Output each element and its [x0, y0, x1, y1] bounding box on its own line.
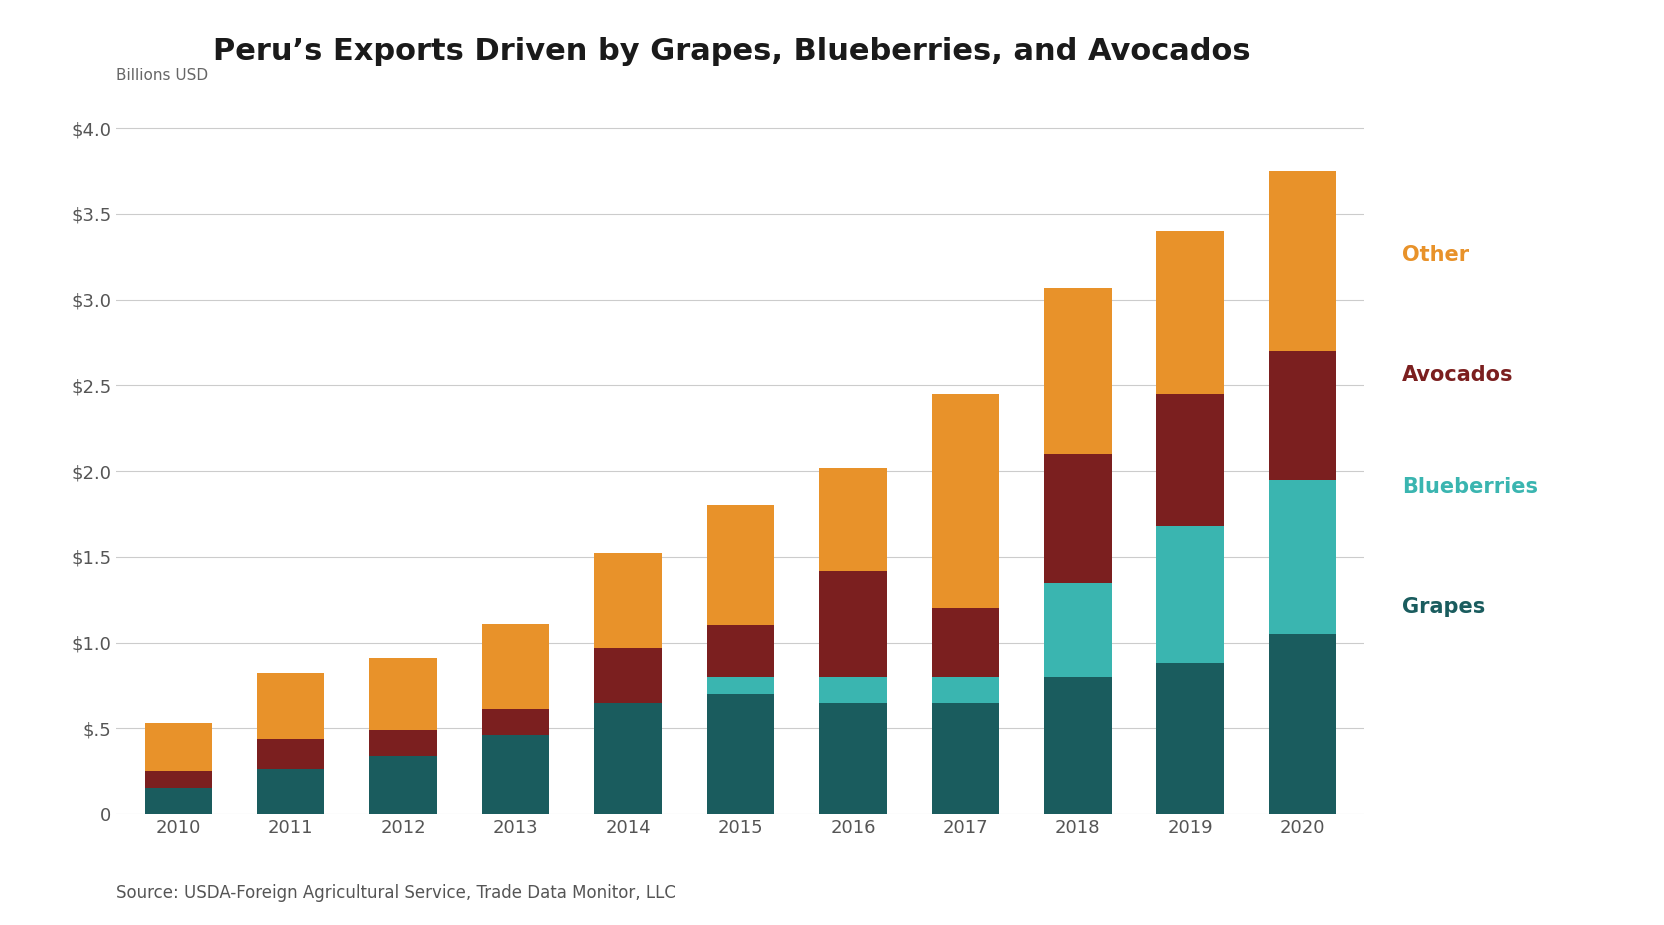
Text: Grapes: Grapes — [1403, 597, 1486, 617]
Bar — [819, 703, 887, 814]
Bar — [1270, 480, 1336, 634]
Bar — [1270, 352, 1336, 480]
Text: Billions USD: Billions USD — [116, 68, 208, 83]
Bar — [1156, 231, 1225, 394]
Bar — [483, 623, 549, 709]
Bar — [1043, 288, 1112, 454]
Bar — [819, 571, 887, 677]
Text: Other: Other — [1403, 245, 1469, 265]
Text: Blueberries: Blueberries — [1403, 477, 1538, 497]
Bar — [707, 625, 774, 677]
Bar — [932, 394, 998, 609]
Bar — [707, 694, 774, 814]
Bar — [1156, 663, 1225, 814]
Bar — [256, 738, 324, 770]
Bar — [256, 673, 324, 738]
Bar — [369, 658, 438, 730]
Text: Peru’s Exports Driven by Grapes, Blueberries, and Avocados: Peru’s Exports Driven by Grapes, Blueber… — [213, 37, 1251, 66]
Bar — [707, 677, 774, 694]
Bar — [483, 709, 549, 735]
Bar — [1043, 677, 1112, 814]
Bar — [819, 677, 887, 703]
Text: Avocados: Avocados — [1403, 364, 1514, 385]
Bar — [1270, 634, 1336, 814]
Bar — [1156, 394, 1225, 526]
Bar — [1043, 583, 1112, 677]
Bar — [594, 648, 662, 703]
Bar — [369, 730, 438, 756]
Bar — [707, 505, 774, 625]
Bar — [932, 677, 998, 703]
Bar — [145, 771, 211, 788]
Bar — [819, 468, 887, 571]
Bar — [1270, 171, 1336, 352]
Bar — [256, 770, 324, 814]
Bar — [594, 553, 662, 648]
Bar — [1156, 526, 1225, 663]
Bar — [932, 703, 998, 814]
Bar — [145, 723, 211, 771]
Bar — [145, 788, 211, 814]
Bar — [594, 703, 662, 814]
Bar — [1043, 454, 1112, 583]
Bar — [369, 756, 438, 814]
Text: Source: USDA-Foreign Agricultural Service, Trade Data Monitor, LLC: Source: USDA-Foreign Agricultural Servic… — [116, 884, 676, 902]
Bar — [932, 609, 998, 677]
Bar — [483, 735, 549, 814]
